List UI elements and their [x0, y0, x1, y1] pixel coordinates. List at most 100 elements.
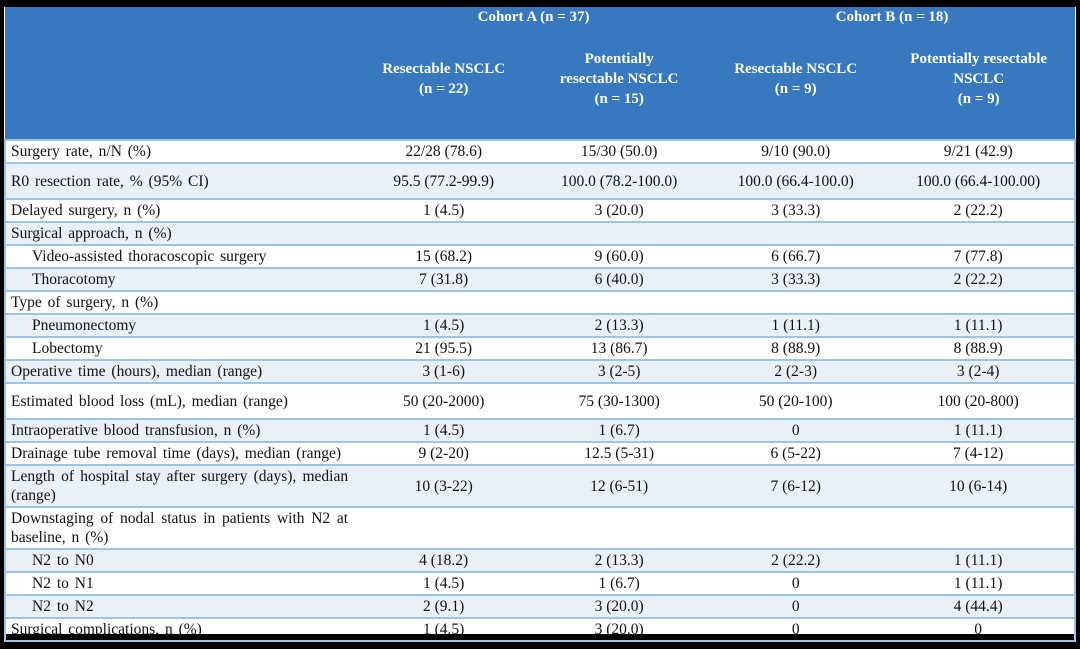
cohort-header-row: Cohort A (n = 37) Cohort B (n = 18) [5, 7, 1075, 29]
cell-value: 15 (68.2) [358, 244, 530, 268]
column-header-n: (n = 22) [418, 81, 469, 97]
cell-value: 0 [709, 594, 883, 618]
cell-value: 1 (4.5) [358, 313, 530, 337]
cell-value: 1 (11.1) [882, 313, 1076, 337]
row-label: Delayed surgery, n (%) [3, 198, 359, 222]
table-row: Surgery rate, n/N (%) 22/28 (78.6) 15/30 (… [3, 139, 1076, 163]
cell-value [358, 290, 530, 314]
cell-value: 6 (5-22) [709, 441, 883, 465]
cell-value: 21 (95.5) [358, 336, 530, 360]
cell-value: 1 (6.7) [529, 418, 710, 442]
table-body: Surgery rate, n/N (%) 22/28 (78.6) 15/30 (… [3, 139, 1076, 642]
column-header-n: (n = 9) [774, 81, 817, 97]
cell-value: 50 (20-2000) [358, 382, 530, 419]
cell-value [529, 506, 710, 549]
table-row: Surgical complications, n (%) 1 (4.5) 3 (2… [3, 617, 1076, 642]
cell-value: 2 (13.3) [529, 548, 710, 572]
cohort-b-header: Cohort B (n = 18) [709, 7, 1075, 29]
cell-value: 75 (30-1300) [529, 382, 710, 419]
cell-value: 8 (88.9) [882, 336, 1076, 360]
cell-value: 22/28 (78.6) [358, 139, 530, 163]
cell-value: 3 (33.3) [709, 267, 883, 291]
column-header-label: Potentially resectable NSCLC [559, 51, 679, 87]
row-label: Operative time (hours), median (range) [3, 359, 359, 383]
cell-value: 9/21 (42.9) [882, 139, 1076, 163]
row-label: Video-assisted thoracoscopic surgery [3, 244, 359, 268]
table-row: N2 to N2 2 (9.1) 3 (20.0) 0 4 (44.4) [3, 594, 1076, 618]
row-label: R0 resection rate, % (95% CI) [3, 162, 359, 199]
row-label: Estimated blood loss (mL), median (range… [3, 382, 359, 419]
cell-value [529, 290, 710, 314]
cell-value: 3 (1-6) [358, 359, 530, 383]
cell-value: 0 [709, 571, 883, 595]
column-header-potentially-resectable-a: Potentially resectable NSCLC (n = 15) [529, 29, 710, 140]
cell-value [709, 506, 883, 549]
cell-value: 100 (20-800) [882, 382, 1076, 419]
cell-value: 10 (3-22) [358, 464, 530, 507]
cell-value: 1 (11.1) [882, 418, 1076, 442]
table-row: N2 to N0 4 (18.2) 2 (13.3) 2 (22.2) 1 (11.1) [3, 548, 1076, 572]
cell-value: 1 (11.1) [882, 571, 1076, 595]
row-label: N2 to N0 [3, 548, 359, 572]
row-label: Length of hospital stay after surgery (d… [3, 464, 359, 507]
cell-value [358, 221, 530, 245]
row-label: Pneumonectomy [3, 313, 359, 337]
cell-value: 1 (11.1) [882, 548, 1076, 572]
column-header-n: (n = 15) [594, 91, 644, 107]
row-label: Thoracotomy [3, 267, 359, 291]
table-row: Intraoperative blood transfusion, n (%) 1… [3, 418, 1076, 442]
cell-value: 100.0 (78.2-100.0) [529, 162, 710, 199]
table-row: Type of surgery, n (%) [3, 290, 1076, 314]
cell-value: 7 (31.8) [358, 267, 530, 291]
cell-value: 15/30 (50.0) [529, 139, 710, 163]
row-label: N2 to N2 [3, 594, 359, 618]
column-header-resectable-b: Resectable NSCLC (n = 9) [709, 29, 883, 140]
cell-value: 6 (66.7) [709, 244, 883, 268]
row-label: Intraoperative blood transfusion, n (%) [3, 418, 359, 442]
cell-value: 7 (77.8) [882, 244, 1076, 268]
row-label: N2 to N1 [3, 571, 359, 595]
cell-value: 9 (60.0) [529, 244, 710, 268]
column-header-label: Resectable NSCLC [382, 61, 506, 77]
cell-value: 100.0 (66.4-100.00) [882, 162, 1076, 199]
cell-value: 12.5 (5-31) [529, 441, 710, 465]
cell-value: 7 (4-12) [882, 441, 1076, 465]
cell-value: 12 (6-51) [529, 464, 710, 507]
table-row: Surgical approach, n (%) [3, 221, 1076, 245]
cell-value: 0 [709, 418, 883, 442]
cell-value [709, 221, 883, 245]
row-label: Surgery rate, n/N (%) [3, 139, 359, 163]
cell-value: 100.0 (66.4-100.0) [709, 162, 883, 199]
cell-value: 3 (20.0) [529, 594, 710, 618]
table-row: Video-assisted thoracoscopic surgery 15 (… [3, 244, 1076, 268]
table-row: Delayed surgery, n (%) 1 (4.5) 3 (20.0) 3 (… [3, 198, 1076, 222]
cell-value: 9/10 (90.0) [709, 139, 883, 163]
table-row: Length of hospital stay after surgery (d… [3, 464, 1076, 507]
cell-value: 10 (6-14) [882, 464, 1076, 507]
table-header: Cohort A (n = 37) Cohort B (n = 18) Rese… [5, 7, 1075, 140]
column-header-n: (n = 9) [957, 91, 1000, 107]
cell-value: 3 (20.0) [529, 617, 710, 642]
cell-value: 2 (13.3) [529, 313, 710, 337]
row-label: Drainage tube removal time (days), media… [3, 441, 359, 465]
row-label: Surgical complications, n (%) [3, 617, 359, 642]
cell-value: 1 (4.5) [358, 617, 530, 642]
header-blank-cell [5, 7, 359, 29]
cell-value: 3 (20.0) [529, 198, 710, 222]
column-header-label: Potentially resectable NSCLC [910, 51, 1048, 87]
table-row: Downstaging of nodal status in patients … [3, 506, 1076, 549]
cell-value: 9 (2-20) [358, 441, 530, 465]
table-row: Thoracotomy 7 (31.8) 6 (40.0) 3 (33.3) 2 (22… [3, 267, 1076, 291]
row-label: Type of surgery, n (%) [3, 290, 359, 314]
header-blank-cell [5, 29, 359, 140]
table-row: N2 to N1 1 (4.5) 1 (6.7) 0 1 (11.1) [3, 571, 1076, 595]
table-frame: Cohort A (n = 37) Cohort B (n = 18) Rese… [3, 7, 1076, 642]
cell-value [358, 506, 530, 549]
subgroup-header-row: Resectable NSCLC (n = 22) Potentially re… [5, 29, 1075, 140]
row-label: Surgical approach, n (%) [3, 221, 359, 245]
cell-value [529, 221, 710, 245]
cell-value: 95.5 (77.2-99.9) [358, 162, 530, 199]
cell-value: 7 (6-12) [709, 464, 883, 507]
cell-value: 1 (11.1) [709, 313, 883, 337]
column-header-label: Resectable NSCLC [734, 61, 858, 77]
